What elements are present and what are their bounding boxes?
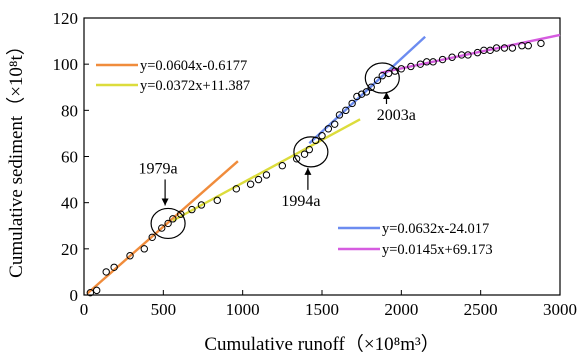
data-point xyxy=(353,92,361,101)
data-point xyxy=(197,201,206,209)
annotation-arrow-head xyxy=(382,92,390,100)
breakpoint-circle xyxy=(150,207,186,240)
data-point xyxy=(300,150,309,158)
y-tick-label: 20 xyxy=(61,240,78,259)
x-tick-label: 0 xyxy=(80,300,89,319)
legend-label-1: y=0.0604x-0.6177 xyxy=(140,58,247,74)
data-point xyxy=(92,286,101,295)
x-tick-label: 1000 xyxy=(226,300,260,319)
data-point xyxy=(429,58,437,66)
data-point xyxy=(102,268,110,276)
legend-label-3: y=0.0632x-24.017 xyxy=(382,221,489,237)
fit-line-1 xyxy=(86,160,239,295)
legend-label-2: y=0.0372x+11.387 xyxy=(140,78,250,94)
data-point xyxy=(213,196,221,205)
data-point xyxy=(348,99,356,108)
legend: y=0.0604x-0.6177 y=0.0372x+11.387 y=0.0632… xyxy=(96,58,493,258)
y-axis-title: Cumulative sediment（×10⁸t） xyxy=(5,36,27,278)
y-tick-label: 80 xyxy=(61,101,78,120)
x-axis-title: Cumulative runoff（×10⁸m³） xyxy=(204,333,439,355)
x-tick-label: 500 xyxy=(151,300,177,319)
data-point xyxy=(524,42,532,50)
data-point xyxy=(292,155,301,163)
x-tick-label: 1500 xyxy=(305,300,339,319)
data-point xyxy=(148,233,156,241)
data-point xyxy=(416,60,425,68)
data-points xyxy=(86,39,545,297)
data-point xyxy=(278,162,287,170)
annotation-label: 2003a xyxy=(377,107,416,124)
data-point xyxy=(362,88,371,96)
fit-line-4 xyxy=(380,33,561,74)
data-point xyxy=(407,62,415,71)
data-point xyxy=(232,185,241,193)
data-point xyxy=(177,210,185,218)
data-point xyxy=(324,125,333,133)
data-point xyxy=(342,106,350,115)
data-point xyxy=(492,44,501,52)
data-point xyxy=(448,53,456,61)
breakpoint-circle xyxy=(364,62,400,94)
y-tick-label: 120 xyxy=(53,9,79,28)
data-point xyxy=(305,145,314,154)
data-point xyxy=(367,83,375,91)
y-tick-label: 0 xyxy=(70,286,79,305)
data-point xyxy=(438,55,447,64)
y-tick-label: 100 xyxy=(53,55,79,74)
data-point xyxy=(318,132,326,140)
data-point xyxy=(508,44,517,52)
data-point xyxy=(330,120,339,128)
fit-line-3 xyxy=(308,35,426,145)
x-tick-label: 2500 xyxy=(464,300,498,319)
data-point xyxy=(384,69,393,78)
data-point xyxy=(397,65,406,73)
data-point xyxy=(86,288,95,297)
data-point xyxy=(537,39,545,48)
x-tick-label: 3000 xyxy=(543,300,577,319)
data-point xyxy=(473,48,482,57)
annotation-label: 1994a xyxy=(281,193,320,210)
data-point xyxy=(188,205,196,214)
data-point xyxy=(500,44,509,52)
data-point xyxy=(378,72,386,80)
data-point xyxy=(262,171,271,179)
data-point xyxy=(164,219,172,228)
data-point xyxy=(140,245,148,253)
annotation-arrow-head xyxy=(304,167,312,175)
annotations: 1979a 1994a 2003a xyxy=(139,62,416,240)
data-point xyxy=(254,175,263,184)
fit-line-2 xyxy=(172,118,361,222)
data-point xyxy=(335,111,344,119)
data-point xyxy=(158,224,166,232)
axis-ticks: 0 500 1000 1500 2000 2500 3000 0 20 40 60 80 100 120 xyxy=(53,9,578,319)
data-point xyxy=(464,51,472,59)
data-point xyxy=(110,263,118,271)
data-point xyxy=(373,76,382,85)
breakpoint-circle xyxy=(293,136,329,168)
legend-label-4: y=0.0145x+69.173 xyxy=(382,242,493,258)
y-tick-label: 40 xyxy=(61,194,78,213)
x-tick-label: 2000 xyxy=(384,300,418,319)
annotation-label: 1979a xyxy=(139,160,178,177)
y-tick-label: 60 xyxy=(61,148,78,167)
data-point xyxy=(357,90,366,98)
data-point xyxy=(486,46,494,55)
data-point xyxy=(169,215,177,223)
annotation-arrow-head xyxy=(161,198,169,206)
data-point xyxy=(246,180,255,188)
data-point xyxy=(126,252,134,260)
